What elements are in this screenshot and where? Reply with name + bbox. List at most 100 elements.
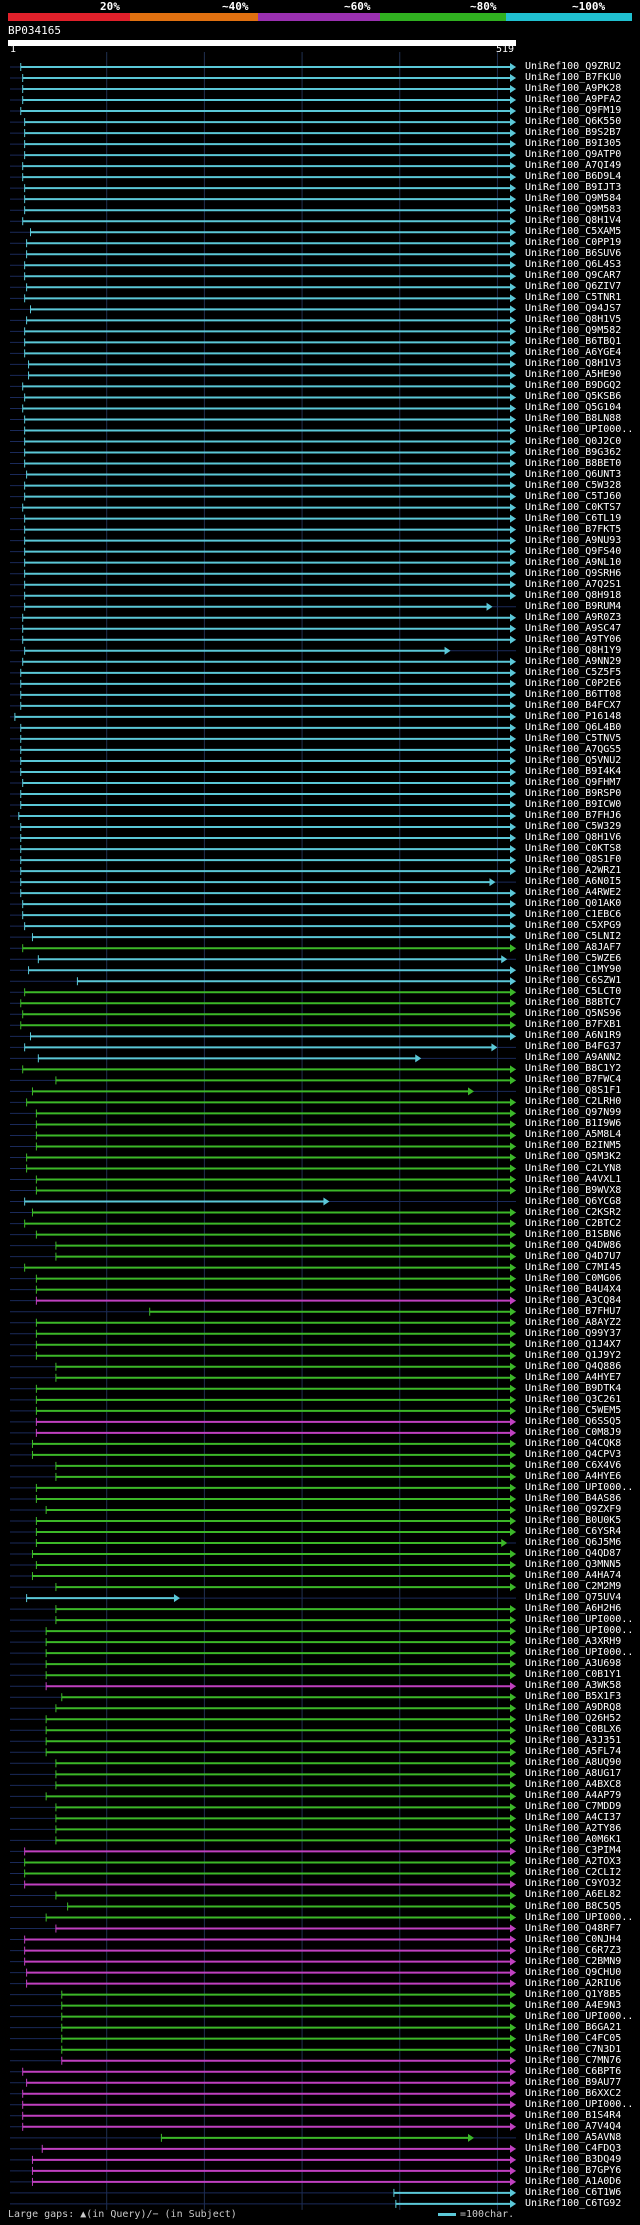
hit-label[interactable]: UniRef100_A9NN29	[525, 655, 622, 667]
hit-label[interactable]: UniRef100_C1MY90	[525, 964, 622, 976]
hit-label[interactable]: UniRef100_C6R7Z3	[525, 1944, 622, 1956]
hit-label[interactable]: UniRef100_Q48RF7	[525, 1922, 622, 1934]
hit-label[interactable]: UniRef100_A3CQ84	[525, 1294, 622, 1306]
hit-label[interactable]: UniRef100_A2RIU6	[525, 1977, 622, 1989]
hit-label[interactable]: UniRef100_A9SC47	[525, 622, 622, 634]
hit-label[interactable]: UniRef100_A5HE90	[525, 369, 622, 381]
hit-label[interactable]: UniRef100_B9IJT3	[525, 182, 622, 194]
hit-label[interactable]: UniRef100_B7FHJ6	[525, 810, 622, 822]
hit-label[interactable]: UniRef100_Q8H1Y9	[525, 644, 622, 656]
hit-label[interactable]: UniRef100_A6H2H6	[525, 1603, 622, 1615]
hit-label[interactable]: UniRef100_B8BET0	[525, 457, 622, 469]
hit-label[interactable]: UniRef100_B9I4K4	[525, 765, 622, 777]
hit-label[interactable]: UniRef100_C2BTC2	[525, 1217, 622, 1229]
hit-label[interactable]: UniRef100_C2LYN8	[525, 1162, 622, 1174]
hit-label[interactable]: UniRef100_A4HYE6	[525, 1470, 622, 1482]
hit-label[interactable]: UniRef100_Q1J4X7	[525, 1338, 622, 1350]
hit-label[interactable]: UniRef100_B3DQ49	[525, 2153, 622, 2165]
hit-label[interactable]: UniRef100_UPI000..	[525, 2010, 634, 2022]
hit-label[interactable]: UniRef100_Q8S1F0	[525, 854, 622, 866]
hit-label[interactable]: UniRef100_UPI000..	[525, 2098, 634, 2110]
hit-label[interactable]: UniRef100_C5WZE6	[525, 953, 622, 965]
hit-label[interactable]: UniRef100_Q9ATP0	[525, 149, 622, 161]
hit-label[interactable]: UniRef100_C0B1Y1	[525, 1669, 622, 1681]
hit-label[interactable]: UniRef100_Q6L4B0	[525, 721, 622, 733]
hit-label[interactable]: UniRef100_B9ICW0	[525, 799, 622, 810]
hit-label[interactable]: UniRef100_A3J351	[525, 1735, 622, 1747]
hit-label[interactable]: UniRef100_C5W328	[525, 479, 622, 491]
hit-label[interactable]: UniRef100_B7FXB1	[525, 1019, 622, 1031]
hit-label[interactable]: UniRef100_Q9M582	[525, 325, 622, 337]
hit-label[interactable]: UniRef100_C2BMN9	[525, 1955, 622, 1967]
hit-label[interactable]: UniRef100_Q9ZRU2	[525, 61, 622, 72]
hit-label[interactable]: UniRef100_Q6SSQ5	[525, 1415, 622, 1427]
hit-label[interactable]: UniRef100_A4RWE2	[525, 887, 622, 899]
hit-label[interactable]: UniRef100_A2WRZ1	[525, 865, 622, 877]
hit-label[interactable]: UniRef100_C5WEM5	[525, 1404, 622, 1416]
hit-label[interactable]: UniRef100_C7MN76	[525, 2054, 622, 2066]
hit-label[interactable]: UniRef100_A7V4Q4	[525, 2120, 622, 2132]
hit-label[interactable]: UniRef100_A9PK28	[525, 83, 622, 95]
hit-label[interactable]: UniRef100_A4BXC8	[525, 1779, 622, 1791]
hit-label[interactable]: UniRef100_A1A0D6	[525, 2175, 622, 2187]
hit-label[interactable]: UniRef100_A6EL82	[525, 1889, 622, 1901]
hit-label[interactable]: UniRef100_Q8H918	[525, 589, 622, 601]
hit-label[interactable]: UniRef100_B6SUV6	[525, 248, 622, 260]
hit-label[interactable]: UniRef100_A8AYZ2	[525, 1316, 622, 1328]
hit-label[interactable]: UniRef100_Q3MNN5	[525, 1559, 622, 1571]
hit-label[interactable]: UniRef100_C7N3D1	[525, 2043, 622, 2055]
hit-label[interactable]: UniRef100_A9PFA2	[525, 94, 622, 106]
hit-label[interactable]: UniRef100_A7QI49	[525, 160, 622, 172]
hit-label[interactable]: UniRef100_C5LCT0	[525, 986, 622, 998]
hit-label[interactable]: UniRef100_B2INM5	[525, 1140, 622, 1152]
hit-label[interactable]: UniRef100_B9I305	[525, 138, 622, 150]
hit-label[interactable]: UniRef100_C4FDQ3	[525, 2142, 622, 2154]
hit-label[interactable]: UniRef100_B7GPY6	[525, 2164, 622, 2176]
hit-label[interactable]: UniRef100_C7MI45	[525, 1261, 622, 1273]
hit-label[interactable]: UniRef100_Q9SRH6	[525, 567, 622, 579]
hit-label[interactable]: UniRef100_Q26H52	[525, 1713, 622, 1725]
hit-label[interactable]: UniRef100_B1SBN6	[525, 1228, 622, 1240]
hit-label[interactable]: UniRef100_UPI000..	[525, 424, 634, 436]
hit-label[interactable]: UniRef100_C0PP19	[525, 237, 622, 249]
hit-label[interactable]: UniRef100_B9RUM4	[525, 600, 622, 612]
hit-label[interactable]: UniRef100_Q5G104	[525, 402, 622, 414]
hit-label[interactable]: UniRef100_C5W329	[525, 821, 622, 833]
hit-label[interactable]: UniRef100_C5XPG9	[525, 920, 622, 932]
hit-label[interactable]: UniRef100_B7FHU7	[525, 1305, 622, 1317]
hit-label[interactable]: UniRef100_A3WK58	[525, 1680, 622, 1692]
hit-label[interactable]: UniRef100_C5XAM5	[525, 226, 622, 238]
hit-label[interactable]: UniRef100_B5X1F3	[525, 1691, 622, 1703]
hit-label[interactable]: UniRef100_UPI000..	[525, 1647, 634, 1659]
hit-label[interactable]: UniRef100_C6TL19	[525, 512, 622, 524]
hit-label[interactable]: UniRef100_B4AS86	[525, 1492, 622, 1504]
hit-label[interactable]: UniRef100_Q8H1V3	[525, 358, 622, 370]
hit-label[interactable]: UniRef100_C0M8J9	[525, 1426, 622, 1438]
hit-label[interactable]: UniRef100_C5TNV5	[525, 732, 622, 744]
hit-label[interactable]: UniRef100_Q9M583	[525, 204, 622, 216]
hit-label[interactable]: UniRef100_Q4CPV3	[525, 1448, 622, 1460]
hit-label[interactable]: UniRef100_A3U698	[525, 1658, 622, 1670]
hit-label[interactable]: UniRef100_A4AP79	[525, 1790, 622, 1802]
hit-label[interactable]: UniRef100_B6D9L4	[525, 171, 622, 183]
hit-label[interactable]: UniRef100_A4CI37	[525, 1812, 622, 1824]
hit-label[interactable]: UniRef100_B4FG37	[525, 1041, 622, 1053]
hit-label[interactable]: UniRef100_Q5VNU2	[525, 754, 622, 766]
hit-label[interactable]: UniRef100_Q4D7U7	[525, 1250, 622, 1262]
hit-label[interactable]: UniRef100_A4E9N3	[525, 1999, 622, 2011]
hit-label[interactable]: UniRef100_Q8H1V4	[525, 215, 622, 227]
hit-label[interactable]: UniRef100_B6GA21	[525, 2021, 622, 2033]
hit-label[interactable]: UniRef100_Q9CHU0	[525, 1966, 622, 1978]
hit-label[interactable]: UniRef100_C7MDD9	[525, 1801, 622, 1813]
hit-label[interactable]: UniRef100_B1I9W6	[525, 1118, 622, 1130]
hit-label[interactable]: UniRef100_A2TOX3	[525, 1856, 622, 1868]
hit-label[interactable]: UniRef100_UPI000..	[525, 1481, 634, 1493]
hit-label[interactable]: UniRef100_B6TBQ1	[525, 336, 622, 348]
hit-label[interactable]: UniRef100_C1EBC6	[525, 909, 622, 921]
hit-label[interactable]: UniRef100_B9S2B7	[525, 127, 622, 139]
hit-label[interactable]: UniRef100_B8C5Q5	[525, 1900, 622, 1912]
hit-label[interactable]: UniRef100_C0BLX6	[525, 1724, 622, 1736]
hit-label[interactable]: UniRef100_A0M6K1	[525, 1834, 622, 1846]
hit-label[interactable]: UniRef100_A9TY06	[525, 633, 622, 645]
hit-label[interactable]: UniRef100_C3PIM4	[525, 1845, 622, 1857]
